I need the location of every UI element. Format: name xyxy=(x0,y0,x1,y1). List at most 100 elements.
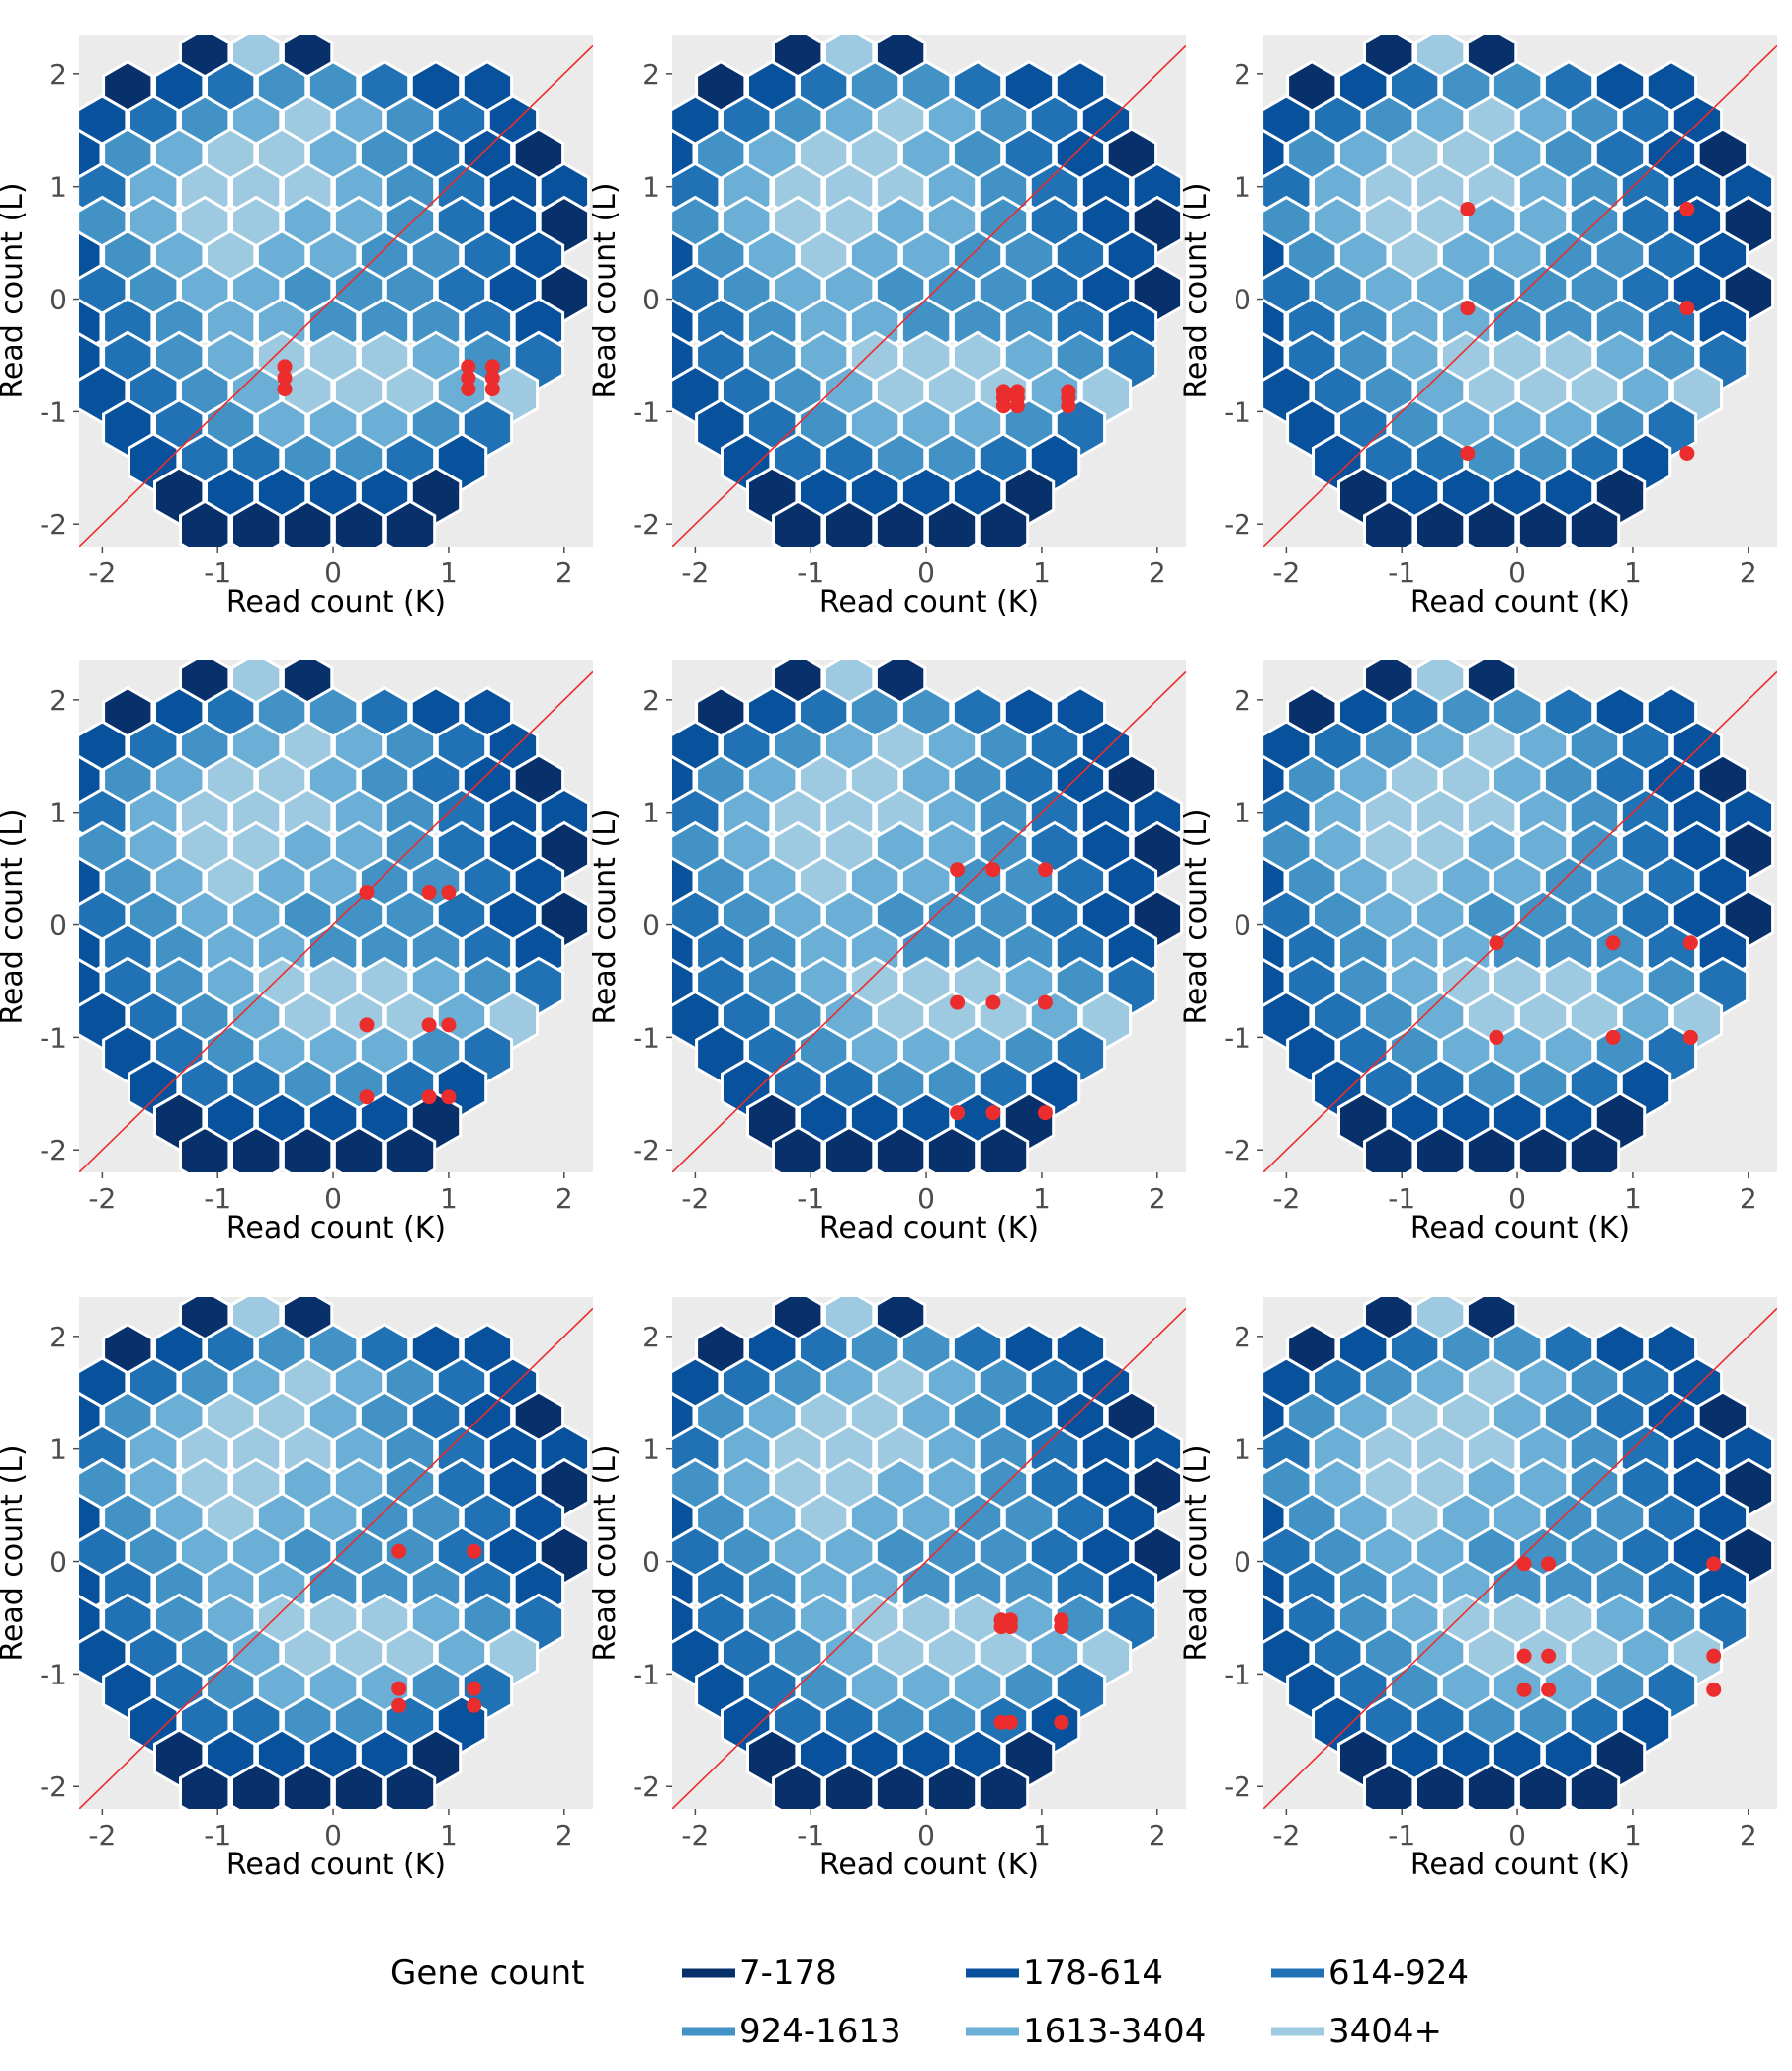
data-point xyxy=(441,1089,457,1105)
data-point xyxy=(1002,1619,1018,1635)
x-tick-label: 1 xyxy=(1033,1182,1051,1215)
hexbin-cell xyxy=(1465,499,1518,547)
hexbin-cell xyxy=(620,823,668,880)
y-axis-label: Read count (L) xyxy=(0,808,30,1024)
x-tick-label: -1 xyxy=(1388,557,1415,589)
y-tick-label: 0 xyxy=(1234,284,1251,316)
hexbin-cell xyxy=(27,1460,75,1516)
y-axis-label: Read count (L) xyxy=(588,1444,623,1661)
hexbin-layer xyxy=(79,660,591,1172)
legend: Gene count 7-178 178-614 614-924 924-161… xyxy=(390,1953,1469,2051)
panel-1: -2 -1 0 1 2 -2 -1 0 1 2 Read count (K) Read count (… xyxy=(0,35,593,620)
x-tick-label: 2 xyxy=(1149,557,1166,589)
y-tick-label: -2 xyxy=(1224,1770,1251,1803)
y-tick-label: 1 xyxy=(49,1433,67,1466)
hexbin-cell xyxy=(1465,1125,1518,1172)
hexbin-cell xyxy=(1414,1762,1467,1809)
x-tick-label: -1 xyxy=(797,1182,824,1215)
hexbin-cell xyxy=(772,1125,824,1172)
x-tick-label: -2 xyxy=(88,557,116,589)
hexbin-cell xyxy=(332,499,385,547)
hexbin-cell xyxy=(1363,1762,1415,1809)
x-tick-label: 1 xyxy=(1624,557,1642,589)
hexbin-layer xyxy=(1211,660,1775,1172)
x-axis-label: Read count (K) xyxy=(819,1211,1039,1246)
data-point xyxy=(1054,1619,1069,1635)
y-axis-label: Read count (L) xyxy=(1179,1444,1214,1661)
y-tick-label: -2 xyxy=(633,508,660,541)
hexbin-cell xyxy=(1211,823,1259,880)
data-point xyxy=(1516,1556,1532,1572)
data-point xyxy=(995,398,1011,414)
y-tick-label: 0 xyxy=(1234,1546,1251,1579)
data-point xyxy=(1460,446,1476,462)
x-tick-label: -1 xyxy=(204,1819,231,1852)
x-tick-label: 0 xyxy=(1508,557,1526,589)
data-point xyxy=(277,370,293,386)
hexbin-cell xyxy=(823,499,876,547)
hexbin-cell xyxy=(230,1762,283,1809)
y-tick-label: 1 xyxy=(1234,797,1251,829)
data-point xyxy=(1682,935,1698,951)
legend-label-614-924: 614-924 xyxy=(1328,1953,1469,1993)
data-point xyxy=(1605,935,1621,951)
x-axis-label: Read count (K) xyxy=(1410,1848,1630,1882)
hexbin-cell xyxy=(384,1762,437,1809)
x-axis-label: Read count (K) xyxy=(819,585,1039,620)
y-tick-label: 2 xyxy=(49,58,67,91)
x-tick-label: 2 xyxy=(1149,1182,1166,1215)
diagonal-reference-line xyxy=(79,670,593,1172)
diagonal-reference-line xyxy=(79,44,593,547)
x-axis-label: Read count (K) xyxy=(819,1848,1039,1882)
x-tick-label: 2 xyxy=(1740,1819,1757,1852)
data-point xyxy=(467,1697,482,1713)
data-point xyxy=(359,885,375,901)
hexbin-cell xyxy=(384,499,437,547)
y-axis-label: Read count (L) xyxy=(1179,808,1214,1024)
y-tick-label: 2 xyxy=(1234,684,1251,717)
hexbin-cell xyxy=(179,1762,231,1809)
hexbin-cell xyxy=(1516,499,1570,547)
hexbin-cell xyxy=(281,499,334,547)
data-point xyxy=(1516,1682,1532,1697)
x-tick-label: 0 xyxy=(917,557,935,589)
hexbin-cell xyxy=(1211,198,1259,254)
hexbin-cell xyxy=(874,499,927,547)
data-point xyxy=(1516,1648,1532,1664)
y-tick-label: -2 xyxy=(40,508,67,541)
y-tick-label: 1 xyxy=(49,797,67,829)
data-point xyxy=(1706,1556,1722,1572)
data-point xyxy=(467,1543,482,1559)
x-tick-label: 0 xyxy=(917,1182,935,1215)
hexbin-cell xyxy=(1516,1762,1570,1809)
y-tick-label: -1 xyxy=(633,395,660,428)
x-tick-label: 2 xyxy=(1149,1819,1166,1852)
y-tick-label: 2 xyxy=(49,684,67,717)
data-point xyxy=(985,994,1001,1010)
x-tick-label: -2 xyxy=(88,1819,116,1852)
y-tick-label: -1 xyxy=(40,395,67,428)
data-point xyxy=(1605,1029,1621,1045)
hexbin-cell xyxy=(281,1762,334,1809)
diagonal-reference-line xyxy=(672,670,1186,1172)
data-point xyxy=(1541,1648,1557,1664)
data-point xyxy=(421,1089,437,1105)
x-tick-label: 1 xyxy=(1624,1819,1642,1852)
panel-grid: -2 -1 0 1 2 -2 -1 0 1 2 Read count (K) Read count (… xyxy=(0,35,1777,1882)
data-point xyxy=(441,1017,457,1033)
diagonal-reference-line xyxy=(672,1307,1186,1809)
y-tick-label: 1 xyxy=(642,1433,660,1466)
x-tick-label: 1 xyxy=(440,557,458,589)
panel-6: -2 -1 0 1 2 -2 -1 0 1 2 Read count (K) Read count (… xyxy=(1179,660,1777,1246)
legend-label-3404plus: 3404+ xyxy=(1328,2012,1442,2051)
hexbin-cell xyxy=(1363,499,1415,547)
x-tick-label: 0 xyxy=(324,1819,342,1852)
hexbin-cell xyxy=(925,1762,979,1809)
data-point xyxy=(1037,862,1053,878)
panel-2: -2 -1 0 1 2 -2 -1 0 1 2 Read count (K) Read count (… xyxy=(588,35,1186,620)
y-tick-label: -2 xyxy=(1224,508,1251,541)
legend-title: Gene count xyxy=(390,1953,584,1993)
y-tick-label: 0 xyxy=(642,284,660,316)
diagonal-reference-line xyxy=(1263,44,1777,547)
